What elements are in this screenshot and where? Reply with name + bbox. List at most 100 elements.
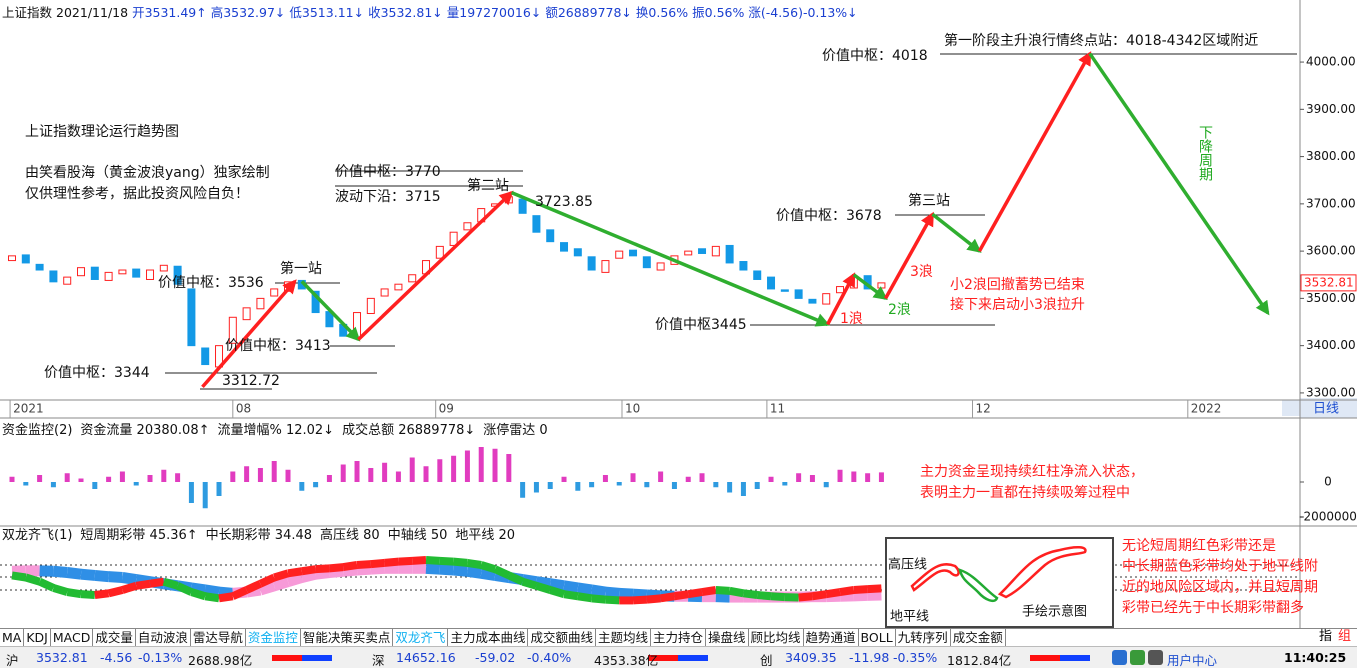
tab[interactable]: 双龙齐飞 xyxy=(393,629,449,647)
tab[interactable]: BOLL xyxy=(859,629,896,647)
ribbon-segment xyxy=(811,590,827,601)
tab[interactable]: 操盘线 xyxy=(706,629,749,647)
quote-field: 高3532.97↓ xyxy=(210,5,286,20)
bar-red xyxy=(648,655,678,661)
period-label: 日线 xyxy=(1313,402,1339,417)
ribbon-segment xyxy=(94,569,110,583)
candle xyxy=(77,267,86,277)
ribbon-segment xyxy=(370,558,385,569)
flow-bar xyxy=(230,471,236,482)
y-tick-label: 3300.00 xyxy=(1306,385,1356,399)
ribbon-segment xyxy=(646,594,661,604)
icon[interactable] xyxy=(1112,650,1127,665)
candle xyxy=(808,298,817,304)
tab[interactable]: 成交量 xyxy=(93,629,136,647)
ribbon-segment xyxy=(507,571,525,586)
tab[interactable]: 顾比均线 xyxy=(749,629,804,647)
x-tick-label: 09 xyxy=(439,402,454,416)
ribbon-segment xyxy=(425,556,441,565)
ribbon-segment xyxy=(398,556,413,566)
flow-bar xyxy=(464,450,470,482)
flow-bar xyxy=(188,482,194,503)
flow-bar xyxy=(119,471,125,482)
flow-bar xyxy=(50,482,56,488)
inset-label: 高压线 xyxy=(888,557,927,573)
tab-side-item[interactable]: 指 xyxy=(1318,629,1332,644)
status-bar: 沪 3532.81 -4.56 -0.13% 2688.98亿 深 14652.16 -59.… xyxy=(0,646,1357,668)
flow-bar xyxy=(423,466,429,482)
annotation: 价值中枢3445 xyxy=(655,317,747,333)
ribbon-segment xyxy=(190,588,207,601)
candle xyxy=(725,244,734,264)
candle xyxy=(90,266,99,280)
candle xyxy=(21,254,30,264)
ribbon-segment xyxy=(370,562,385,575)
icon[interactable] xyxy=(1148,650,1163,665)
flow-bar xyxy=(878,472,884,482)
ribbon-segment xyxy=(604,586,620,599)
quote-field: 量197270016↓ xyxy=(446,5,542,20)
ribbon-segment xyxy=(673,590,689,601)
tab[interactable]: 自动波浪 xyxy=(136,629,191,647)
ribbon-segment xyxy=(439,556,454,566)
candle xyxy=(518,198,527,214)
icon[interactable] xyxy=(1130,650,1145,665)
tab[interactable]: 智能决策买卖点 xyxy=(301,629,394,647)
flow-bar xyxy=(147,475,153,482)
flow-bar xyxy=(437,459,443,482)
index-field: 2688.98亿 xyxy=(188,653,253,668)
quote-field: 2021/11/18 xyxy=(56,5,129,20)
panel-title: 资金监控(2) xyxy=(2,422,72,438)
tab[interactable]: 成交额曲线 xyxy=(528,629,596,647)
flow-bar xyxy=(395,471,401,482)
ribbon-segment xyxy=(480,561,497,573)
ribbon-segment xyxy=(453,557,468,567)
ribbon-segment xyxy=(107,586,124,598)
tab[interactable]: 主力持仓 xyxy=(651,629,706,647)
tab[interactable]: KDJ xyxy=(24,629,51,647)
header-item: 高压线 80 xyxy=(320,527,380,543)
tab[interactable]: 主题均线 xyxy=(596,629,651,647)
annotation: 第二站 xyxy=(467,177,509,194)
flow-bar xyxy=(478,447,484,482)
candle xyxy=(187,288,196,347)
ribbon-segment xyxy=(121,582,138,594)
y-tick-label: 3900.00 xyxy=(1306,102,1356,116)
wave-arrow xyxy=(300,280,361,342)
ribbon-segment xyxy=(632,588,648,601)
candle xyxy=(877,282,886,289)
annotation: 3312.72 xyxy=(222,373,280,389)
tab[interactable]: 九转序列 xyxy=(896,629,951,647)
tab[interactable]: 雷达导航 xyxy=(191,629,246,647)
candle xyxy=(63,276,72,285)
index-field: 创 xyxy=(760,653,773,668)
ribbon-segment xyxy=(231,586,249,600)
ribbon-segment xyxy=(563,580,579,594)
quote-field: 低3513.11↓ xyxy=(289,5,365,20)
candle xyxy=(739,261,748,271)
tab[interactable]: 主力成本曲线 xyxy=(448,629,529,647)
tab-side-item[interactable]: 组 xyxy=(1337,629,1351,644)
x-tick-label: 2022 xyxy=(1191,402,1222,416)
candle xyxy=(256,297,265,310)
candle xyxy=(201,347,210,366)
flow-bar xyxy=(589,482,595,488)
ribbon-segment xyxy=(687,588,703,599)
tab[interactable]: 成交金额 xyxy=(951,629,1006,647)
user-center[interactable]: 用户中心 xyxy=(1167,653,1218,668)
candle xyxy=(753,270,762,280)
flow-bar xyxy=(326,475,332,482)
ribbon-segment xyxy=(314,567,331,580)
flow-bar xyxy=(506,454,512,482)
ribbon-segment xyxy=(549,586,566,598)
tab[interactable]: MACD xyxy=(51,629,94,647)
ribbon-segment xyxy=(480,567,496,581)
ribbon-segment xyxy=(535,582,552,594)
candle xyxy=(8,255,17,262)
y-tick-label: -2000000 xyxy=(1299,510,1357,524)
tab[interactable]: 趋势通道 xyxy=(804,629,859,647)
tab[interactable]: MA xyxy=(0,629,25,647)
ribbon-segment xyxy=(728,586,745,598)
candle xyxy=(560,242,569,252)
tab[interactable]: 资金监控 xyxy=(246,629,301,647)
